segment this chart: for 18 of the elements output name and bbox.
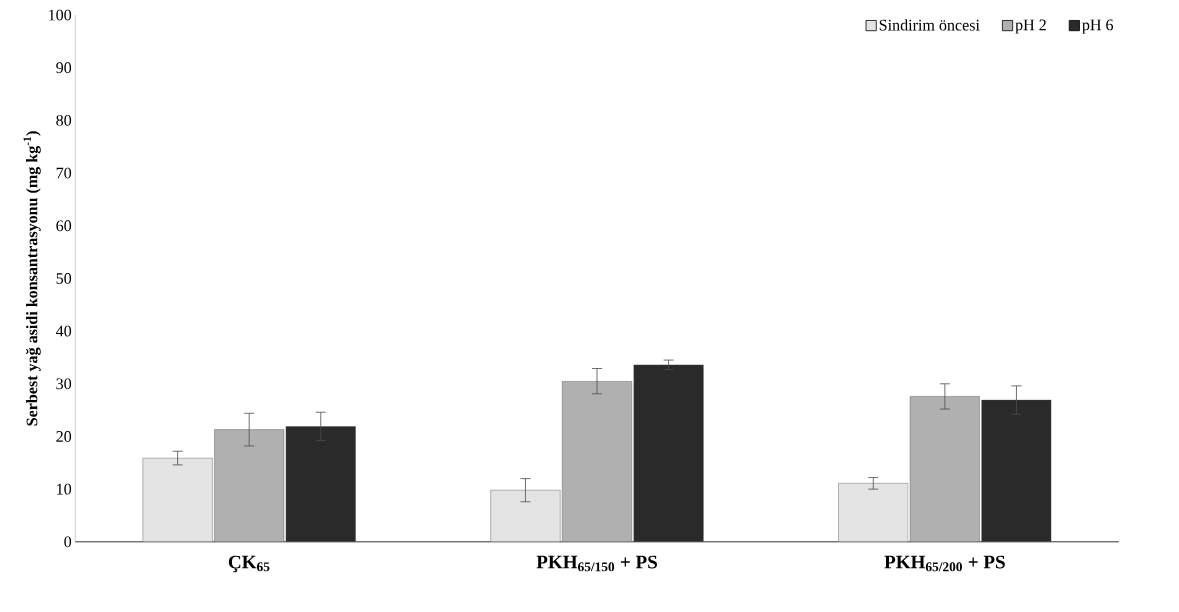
y-tick-label: 100: [49, 9, 72, 21]
x-tick-label: PKH$_{65/150}$ + PS: [536, 555, 657, 572]
y-tick-label: 0: [64, 536, 72, 548]
y-axis-title: Serbest yağ asidi konsantrasyonu (mg kg$^{-1}$): [23, 131, 41, 426]
y-tick-label: 40: [55, 325, 72, 337]
y-tick-label: 20: [56, 431, 72, 442]
legend-label: pH 2: [1015, 19, 1046, 34]
x-tick-label: ÇK$_{65}$: [228, 555, 270, 573]
y-tick-label: 30: [56, 378, 72, 390]
y-tick-label: 90: [56, 62, 72, 74]
y-tick-label: 50: [56, 272, 72, 284]
y-tick-label: 70: [56, 167, 72, 179]
y-tick-label: 80: [56, 114, 72, 126]
legend-label: pH 6: [1082, 19, 1114, 34]
y-tick-label: 60: [56, 220, 72, 232]
x-tick-label: PKH$_{65/200}$ + PS: [884, 555, 1005, 572]
y-tick-label: 10: [57, 483, 72, 495]
legend-label: Sindirim öncesi: [879, 19, 980, 31]
